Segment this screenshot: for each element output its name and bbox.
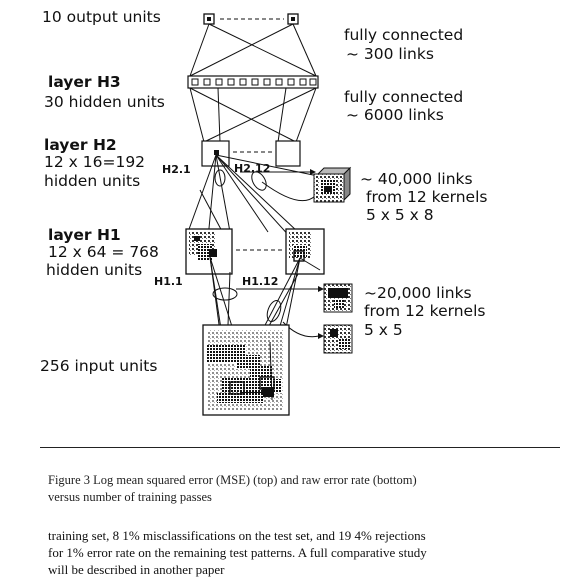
h1-title: layer H1: [48, 226, 121, 244]
body-line-1: training set, 8 1% misclassifications on…: [48, 528, 426, 543]
links20-line3: 5 x 5: [364, 321, 403, 339]
h1-1-label: H1.1: [154, 275, 183, 288]
kernel-2d-icons: [323, 283, 353, 354]
body-paragraph: training set, 8 1% misclassifications on…: [48, 527, 548, 578]
layer-h3-units: [187, 75, 319, 89]
fc2-label-line1: fully connected: [344, 88, 464, 106]
caption-line-2: versus number of training passes: [48, 490, 212, 504]
caption-line-1: Figure 3 Log mean squared error (MSE) (t…: [48, 473, 417, 487]
h2-line1: 12 x 16=192: [44, 153, 146, 171]
links20-line2: from 12 kernels: [364, 302, 486, 320]
input-units-label: 256 input units: [40, 357, 158, 375]
body-line-2: for 1% error rate on the remaining test …: [48, 545, 427, 560]
kernel-3d-icon: [313, 166, 352, 203]
h3-units-label: 30 hidden units: [44, 93, 165, 111]
links20-line1: ~20,000 links: [364, 284, 472, 302]
h2-title: layer H2: [44, 136, 117, 154]
h1-line2: hidden units: [46, 261, 143, 279]
links40-line1: ~ 40,000 links: [360, 170, 473, 188]
h1-line1: 12 x 64 = 768: [48, 243, 159, 261]
figure-caption: Figure 3 Log mean squared error (MSE) (t…: [48, 472, 548, 506]
h2-12-label: H2.12: [234, 162, 271, 175]
links40-line2: from 12 kernels: [366, 188, 488, 206]
caption-divider: [40, 447, 560, 448]
h3-title: layer H3: [48, 73, 121, 91]
body-line-3: will be described in another paper: [48, 562, 225, 577]
network-architecture-diagram: [185, 13, 353, 416]
layer-h2-maps: [201, 140, 301, 167]
layer-h1-maps: [185, 228, 325, 275]
output-units: [203, 13, 299, 25]
output-h3-connections: [189, 23, 317, 77]
h1-12-label: H1.12: [242, 275, 279, 288]
h3-h2-connections: [189, 87, 317, 143]
fc1-label-line2: ~ 300 links: [346, 45, 434, 63]
fc1-label-line1: fully connected: [344, 26, 464, 44]
input-image: [202, 324, 290, 416]
links40-line3: 5 x 5 x 8: [366, 206, 434, 224]
h2-1-label: H2.1: [162, 163, 191, 176]
fc2-label-line2: ~ 6000 links: [346, 106, 444, 124]
output-units-label: 10 output units: [42, 8, 161, 26]
h2-line2: hidden units: [44, 172, 141, 190]
